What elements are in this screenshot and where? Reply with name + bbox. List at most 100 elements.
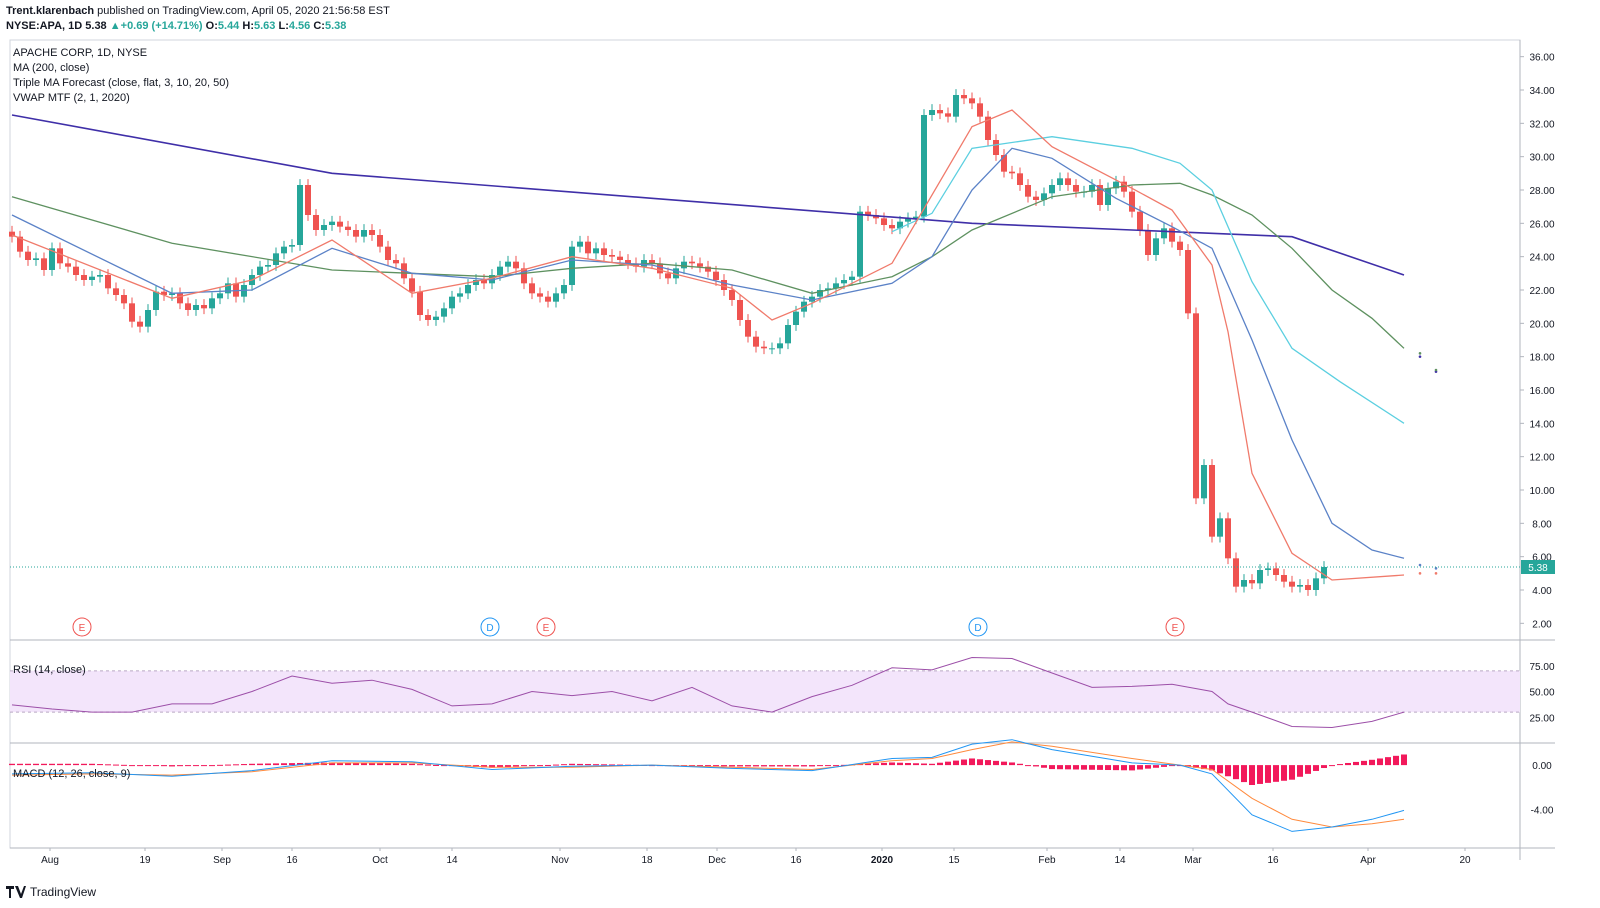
candle-down [1169,228,1175,242]
macd-histogram-bar [1057,765,1063,770]
macd-histogram-bar [1209,765,1215,771]
last-price-label-bg [1521,560,1555,574]
price-change: +0.69 (+14.71%) [120,20,203,32]
candle-up [769,348,775,350]
candle-up [33,258,39,260]
candle-up [265,265,271,267]
legend-triple-ma[interactable]: Triple MA Forecast (close, flat, 3, 10, … [13,77,230,89]
candle-up [1057,178,1063,185]
macd-histogram-bar [1401,754,1407,766]
macd-histogram-bar [1049,765,1055,770]
candle-down [745,320,751,337]
candle-down [1009,171,1015,174]
macd-histogram-bar [345,762,351,766]
macd-histogram-bar [1273,765,1279,782]
macd-histogram-bar [1041,765,1047,768]
macd-histogram-bar [385,763,391,766]
candle-up [833,283,839,289]
macd-histogram-bar [945,761,951,766]
macd-histogram-bar [993,760,999,766]
price-tick-label: 8.00 [1532,519,1552,530]
candle-down [201,305,207,309]
macd-histogram-bar [257,763,263,766]
time-tick-label: 18 [641,855,653,866]
time-tick-label: 16 [286,855,298,866]
candle-down [377,235,383,247]
rsi-legend[interactable]: RSI (14, close) [13,664,86,676]
time-tick-label: Oct [372,855,388,866]
macd-histogram-bar [113,764,119,766]
ma3-line-forecast-dot [1434,572,1438,575]
macd-histogram-bar [337,762,343,766]
candle-up [1049,185,1055,194]
candle-up [1089,185,1095,192]
legend-ma200[interactable]: MA (200, close) [13,62,90,74]
macd-histogram-bar [537,765,543,767]
candle-down [369,230,375,235]
candle-up [953,95,959,117]
candle-down [481,280,487,284]
candle-up [785,325,791,344]
macd-histogram-bar [601,764,607,766]
candle-up [553,293,559,302]
candle-up [1321,567,1327,579]
open-value: 5.44 [217,20,240,32]
candle-up [257,266,263,275]
macd-histogram-bar [193,765,199,767]
candle-up [449,296,455,309]
macd-histogram-bar [833,765,839,767]
macd-histogram-bar [905,762,911,766]
macd-histogram-bar [801,765,807,767]
ma50-line-forecast-dot [1418,352,1422,355]
last-price: 5.38 [85,20,107,32]
candle-up [145,310,151,327]
candle-down [417,291,423,315]
macd-histogram-bar [705,765,711,767]
ma50-line-forecast-dot [1434,368,1438,372]
price-tick-label: 34.00 [1529,86,1554,97]
candle-up [297,185,303,245]
macd-histogram-bar [721,765,727,767]
candle-up [465,285,471,294]
candle-down [345,226,351,230]
legend-title[interactable]: APACHE CORP, 1D, NYSE [13,47,148,59]
macd-histogram-bar [1225,765,1231,777]
candle-up [817,290,823,297]
candle-down [161,291,167,295]
legend-vwap[interactable]: VWAP MTF (2, 1, 2020) [13,92,130,104]
candle-down [313,215,319,230]
rsi-line [11,656,1405,729]
macd-histogram-bar [1113,765,1119,771]
macd-histogram-bar [977,759,983,766]
time-tick-label: Mar [1184,855,1202,866]
ma10-line-forecast-dot [1434,567,1438,570]
candle-down [1273,568,1279,575]
macd-histogram-bar [73,763,79,766]
macd-histogram-bar [1033,765,1039,767]
macd-histogram-bar [889,762,895,766]
candle-up [89,276,95,280]
candle-up [849,276,855,280]
price-tick-label: 36.00 [1529,53,1554,64]
footer-brand[interactable]: TradingView [6,885,96,899]
candle-down [1225,518,1231,559]
macd-histogram-bar [393,763,399,766]
candle-up [209,298,215,309]
macd-histogram-bar [1369,759,1375,766]
macd-histogram-bar [1145,765,1151,769]
macd-histogram-bar [169,765,175,767]
macd-histogram-bar [697,765,703,767]
macd-histogram-bar [361,762,367,766]
candle-down [65,263,71,267]
macd-legend[interactable]: MACD (12, 26, close, 9) [13,768,131,780]
macd-histogram-bar [865,763,871,766]
candle-down [977,103,983,117]
candle-down [665,273,671,279]
time-tick-label: Feb [1038,855,1056,866]
macd-histogram-bar [401,763,407,766]
macd-histogram-bar [817,765,823,767]
candle-down [1129,191,1135,212]
time-tick-label: 15 [948,855,960,866]
macd-histogram-bar [713,765,719,767]
